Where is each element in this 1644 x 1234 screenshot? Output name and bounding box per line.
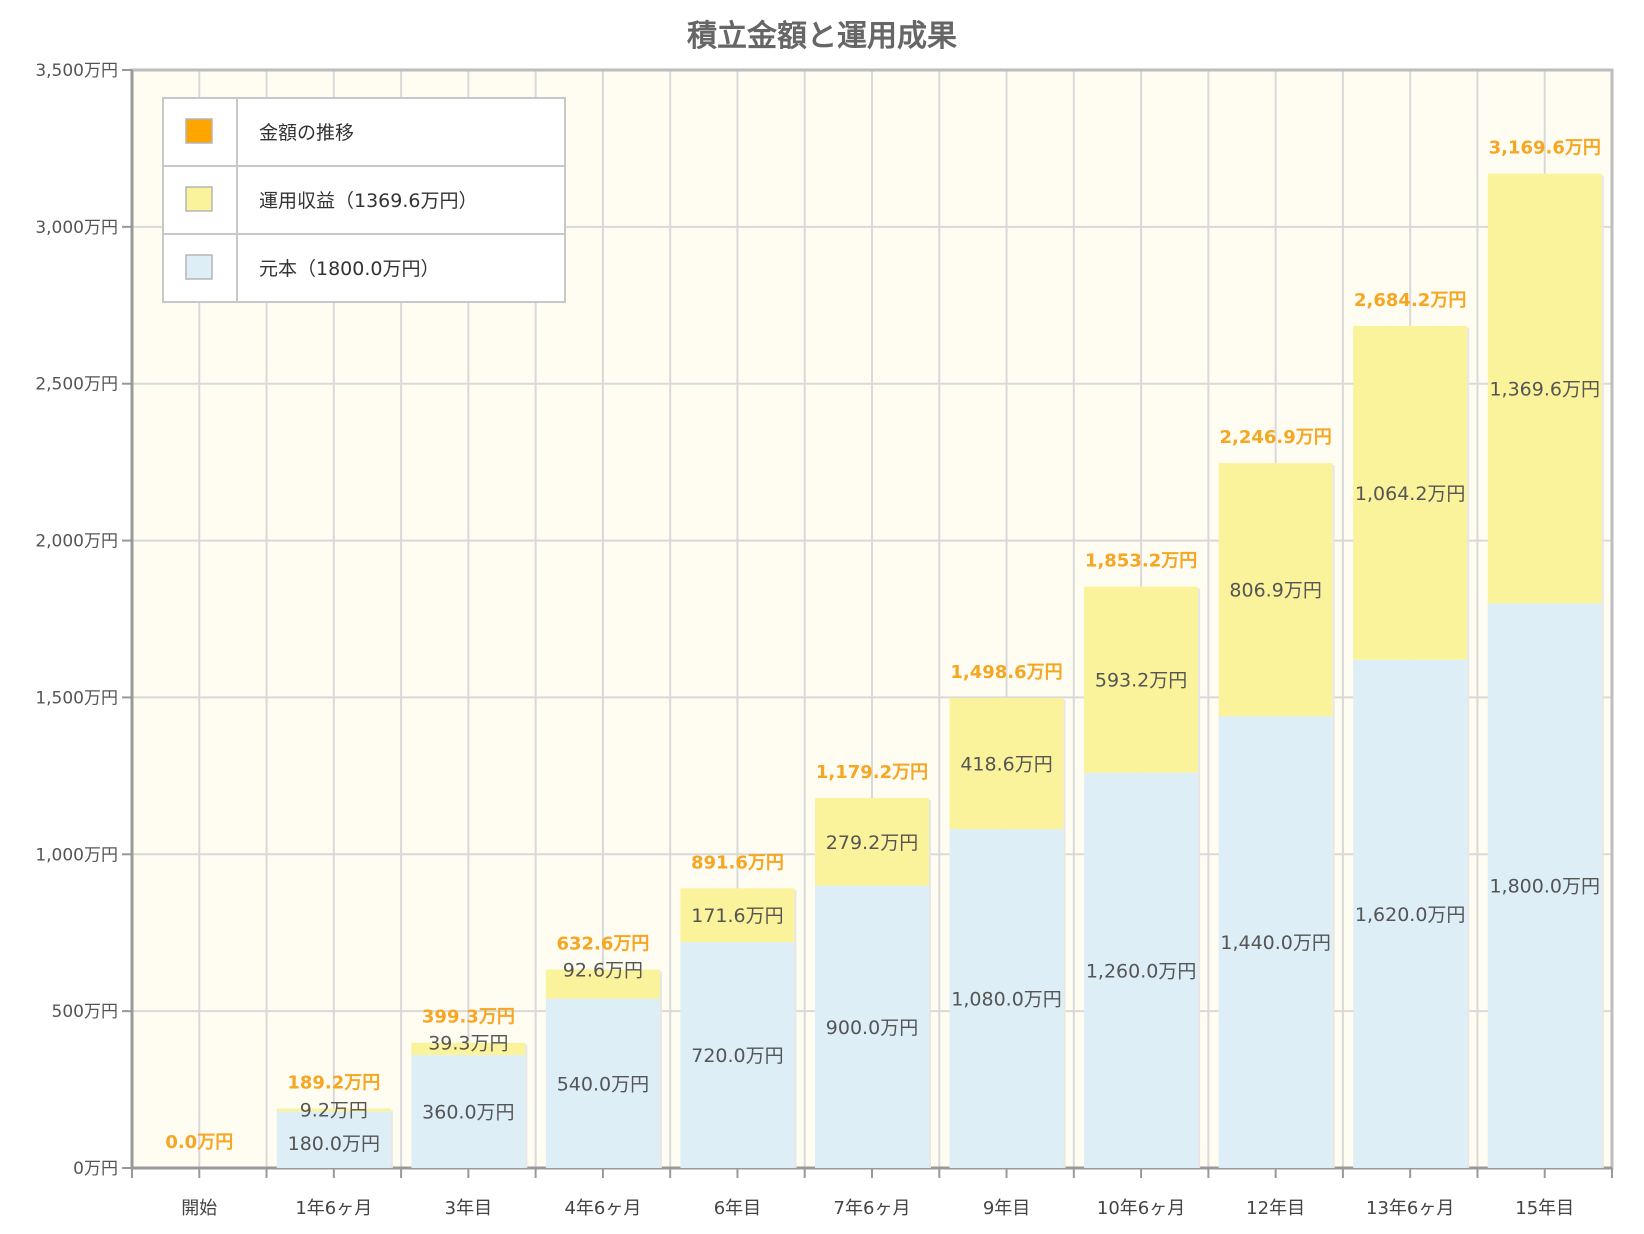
bar-return bbox=[276, 1108, 391, 1112]
total-label: 2,246.9万円 bbox=[1219, 427, 1331, 448]
return-label: 92.6万円 bbox=[563, 960, 643, 982]
return-label: 806.9万円 bbox=[1229, 580, 1321, 602]
bar-return bbox=[545, 969, 660, 999]
bars bbox=[276, 173, 1604, 1168]
x-tick-label: 15年目 bbox=[1515, 1198, 1574, 1219]
bar-principal bbox=[276, 1111, 391, 1168]
principal-label: 180.0万円 bbox=[288, 1133, 380, 1155]
principal-label: 360.0万円 bbox=[422, 1102, 514, 1124]
total-label: 1,853.2万円 bbox=[1085, 551, 1197, 572]
x-tick-label: 10年6ヶ月 bbox=[1097, 1198, 1185, 1219]
y-axis: 0万円 500万円 1,000万円 1,500万円 2,000万円 2,500万円 3,00… bbox=[35, 61, 134, 1179]
x-tick-label: 13年6ヶ月 bbox=[1366, 1198, 1454, 1219]
x-tick-label: 6年目 bbox=[714, 1198, 761, 1219]
bar-principal bbox=[545, 998, 660, 1168]
principal-label: 1,080.0万円 bbox=[951, 989, 1062, 1011]
y-tick-label: 1,000万円 bbox=[35, 845, 118, 865]
return-label: 9.2万円 bbox=[300, 1100, 368, 1122]
x-tick-label: 9年目 bbox=[983, 1198, 1030, 1219]
x-axis: 開始 1年6ヶ月 3年目 4年6ヶ月 6年目 7年6ヶ月 9年目 10年6ヶ月 12年目 13年6… bbox=[131, 1166, 1613, 1219]
y-tick-label: 500万円 bbox=[52, 1002, 118, 1022]
principal-label: 1,260.0万円 bbox=[1086, 960, 1197, 982]
x-tick-label: 1年6ヶ月 bbox=[295, 1198, 372, 1219]
principal-label: 900.0万円 bbox=[826, 1017, 918, 1039]
return-label: 1,064.2万円 bbox=[1355, 483, 1466, 505]
y-tick-label: 0万円 bbox=[73, 1159, 118, 1179]
return-label: 39.3万円 bbox=[428, 1033, 508, 1055]
bar-principal bbox=[411, 1055, 526, 1168]
legend-box bbox=[162, 97, 566, 303]
bar-return bbox=[1353, 325, 1468, 660]
total-label: 2,684.2万円 bbox=[1354, 290, 1466, 311]
y-tick-label: 2,000万円 bbox=[35, 532, 118, 552]
bar-return bbox=[1218, 463, 1333, 717]
total-label: 1,179.2万円 bbox=[816, 762, 928, 783]
return-label: 279.2万円 bbox=[826, 832, 918, 854]
y-tick-label: 3,000万円 bbox=[35, 218, 118, 238]
legend-swatch bbox=[185, 186, 213, 212]
principal-label: 720.0万円 bbox=[691, 1045, 783, 1067]
legend-label: 元本（1800.0万円） bbox=[259, 258, 439, 280]
data-labels: 0.0万円 180.0万円 9.2万円 189.2万円 360.0万円 39.3万円 399… bbox=[165, 138, 1601, 1155]
principal-label: 1,440.0万円 bbox=[1220, 932, 1331, 954]
bar-principal bbox=[949, 829, 1064, 1168]
return-label: 171.6万円 bbox=[691, 905, 783, 927]
y-tick-label: 3,500万円 bbox=[35, 61, 118, 81]
bar-return bbox=[411, 1042, 526, 1056]
legend-swatch bbox=[185, 254, 213, 280]
total-label: 3,169.6万円 bbox=[1489, 138, 1601, 159]
bar-return bbox=[949, 697, 1064, 830]
principal-label: 540.0万円 bbox=[557, 1073, 649, 1095]
bar-principal bbox=[1084, 772, 1199, 1168]
bar-return bbox=[1487, 173, 1602, 604]
total-label: 0.0万円 bbox=[165, 1132, 233, 1153]
y-tick-label: 1,500万円 bbox=[35, 688, 118, 708]
bar-return bbox=[815, 798, 929, 886]
total-label: 632.6万円 bbox=[556, 934, 649, 955]
x-tick-label: 4年6ヶ月 bbox=[564, 1198, 641, 1219]
chart-title: 積立金額と運用成果 bbox=[687, 19, 957, 54]
bar-principal bbox=[1353, 659, 1468, 1168]
x-tick-label: 7年6ヶ月 bbox=[834, 1198, 911, 1219]
bar-principal bbox=[1487, 603, 1602, 1168]
x-tick-label: 開始 bbox=[181, 1198, 217, 1219]
bar-principal bbox=[1218, 716, 1333, 1168]
bar-principal bbox=[680, 942, 795, 1168]
total-label: 891.6万円 bbox=[691, 852, 784, 873]
y-tick-label: 2,500万円 bbox=[35, 375, 118, 395]
legend-label: 金額の推移 bbox=[259, 122, 354, 144]
x-tick-label: 3年目 bbox=[445, 1198, 492, 1219]
total-label: 189.2万円 bbox=[287, 1073, 380, 1094]
return-label: 1,369.6万円 bbox=[1489, 378, 1600, 400]
x-tick-label: 12年目 bbox=[1246, 1198, 1305, 1219]
legend-swatch bbox=[185, 118, 213, 144]
return-label: 593.2万円 bbox=[1095, 670, 1187, 692]
bar-return bbox=[680, 888, 795, 943]
total-label: 399.3万円 bbox=[422, 1007, 515, 1028]
total-label: 1,498.6万円 bbox=[950, 662, 1062, 683]
principal-label: 1,620.0万円 bbox=[1355, 904, 1466, 926]
bar-return bbox=[1084, 586, 1199, 773]
bar-principal bbox=[815, 885, 929, 1168]
legend-label: 運用収益（1369.6万円） bbox=[259, 190, 477, 212]
return-label: 418.6万円 bbox=[960, 754, 1052, 776]
principal-label: 1,800.0万円 bbox=[1489, 876, 1600, 898]
